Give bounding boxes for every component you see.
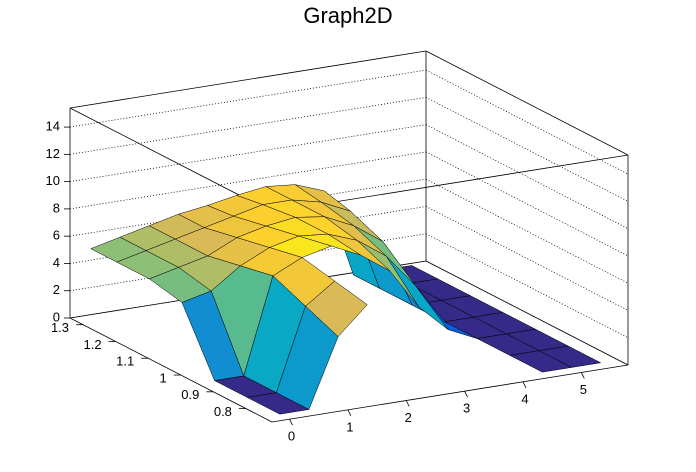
x-tick (580, 372, 585, 379)
surface-cell (508, 350, 573, 373)
x-tick-label: 4 (521, 391, 528, 406)
grid-line (425, 151, 629, 257)
x-tick (522, 381, 527, 388)
grid-line (425, 69, 629, 175)
x-tick-label: 0 (288, 429, 295, 444)
box-edge (69, 50, 427, 109)
y-tick-label: 0.8 (214, 404, 232, 419)
x-tick (289, 419, 293, 426)
y-tick-label: 0.9 (181, 387, 199, 402)
z-tick-label: 12 (46, 146, 60, 161)
x-tick-label: 3 (463, 401, 470, 416)
y-tick-label: 1.1 (116, 354, 134, 369)
grid-line (425, 97, 629, 202)
x-tick (464, 390, 468, 398)
z-tick-label: 10 (46, 173, 60, 188)
x-tick (405, 400, 410, 407)
z-tick-label: 6 (53, 228, 60, 243)
z-tick-label: 14 (46, 119, 60, 134)
chart-title: Graph2D (303, 3, 392, 28)
y-tick-label: 1 (160, 370, 167, 385)
y-tick-label: 1.3 (51, 320, 69, 335)
grid-line (425, 233, 629, 339)
grid-line (69, 124, 427, 183)
z-tick-label: 0 (53, 309, 60, 324)
x-tick-label: 5 (580, 382, 587, 397)
x-tick-label: 2 (405, 410, 412, 425)
box-edge (271, 364, 629, 423)
grid-line (425, 260, 629, 366)
grid-line (69, 96, 427, 155)
grid-line (425, 206, 629, 311)
grid-line (69, 151, 427, 210)
y-tick-label: 1.2 (84, 337, 102, 352)
z-tick-label: 8 (53, 200, 60, 215)
box-edge (69, 317, 273, 423)
grid-line (425, 178, 629, 284)
z-tick-label: 2 (53, 282, 60, 297)
grid-line (69, 69, 427, 128)
box-edge (425, 50, 629, 156)
grid-line (425, 124, 629, 229)
x-tick (347, 409, 352, 417)
x-tick-label: 1 (346, 419, 353, 434)
surface-cell (246, 392, 310, 415)
z-tick-label: 4 (53, 255, 60, 270)
